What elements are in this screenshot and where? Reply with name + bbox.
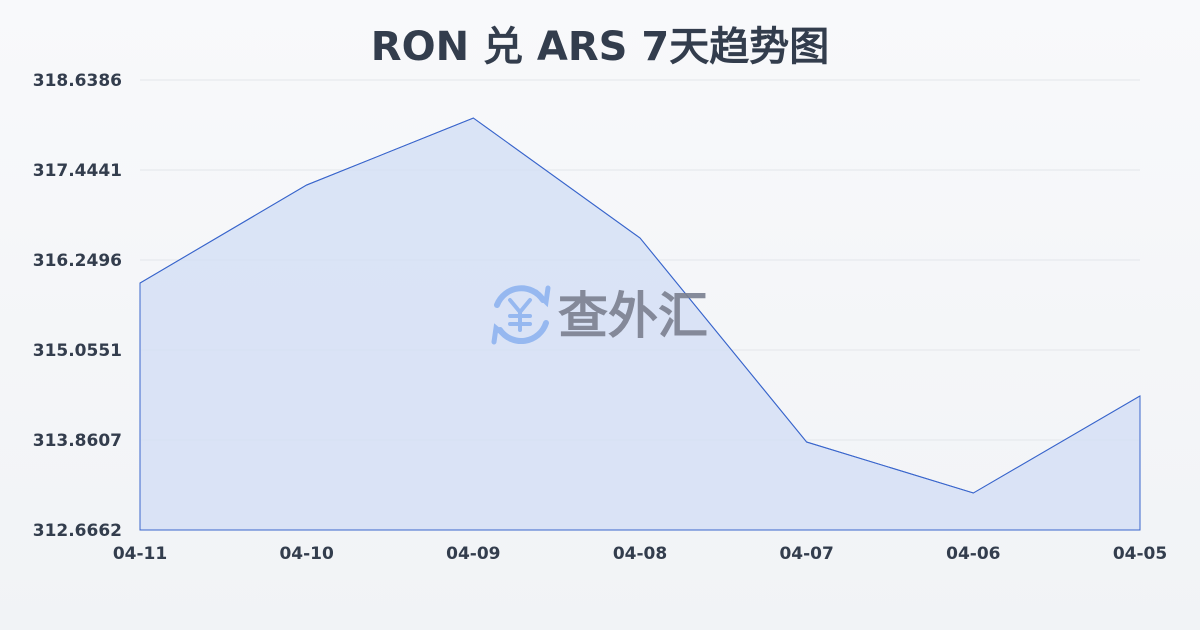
data-point [1139, 395, 1141, 397]
data-point [139, 282, 141, 284]
y-tick-label: 315.0551 [33, 341, 122, 361]
watermark: 查外汇 [491, 285, 708, 345]
data-point [306, 184, 308, 186]
data-point [639, 237, 641, 239]
y-tick-label: 318.6386 [33, 71, 122, 91]
data-point [972, 492, 974, 494]
data-point [806, 441, 808, 443]
chart-title: RON 兑 ARS 7天趋势图 [371, 24, 829, 70]
y-tick-label: 316.2496 [33, 251, 122, 271]
watermark-text: 查外汇 [558, 287, 708, 345]
y-tick-label: 312.6662 [33, 521, 122, 541]
y-tick-label: 313.8607 [33, 431, 122, 451]
yen-exchange-icon [491, 285, 551, 345]
x-tick-label: 04-10 [279, 544, 334, 564]
x-tick-label: 04-11 [113, 544, 167, 564]
x-tick-label: 04-07 [779, 544, 833, 564]
y-tick-label: 317.4441 [33, 161, 122, 181]
data-point [472, 117, 474, 119]
x-tick-label: 04-09 [446, 544, 500, 564]
x-tick-label: 04-06 [946, 544, 1000, 564]
x-tick-label: 04-08 [613, 544, 667, 564]
x-tick-label: 04-05 [1113, 544, 1167, 564]
